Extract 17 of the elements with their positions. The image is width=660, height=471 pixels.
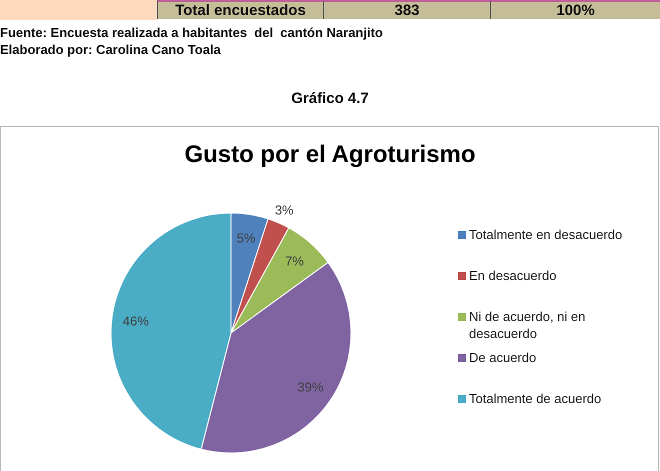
data-label: 7%	[285, 253, 304, 268]
text: Gráfico 4.7	[290, 90, 370, 107]
chart-title: Gusto por el Agroturismo	[183, 141, 477, 169]
legend-label: Ni de acuerdo, ni en desacuerdo	[469, 308, 586, 342]
text: 383	[323, 0, 490, 19]
legend-label: De acuerdo	[469, 349, 536, 366]
legend-label: Totalmente en desacuerdo	[469, 226, 622, 243]
data-label: 5%	[236, 230, 256, 246]
data-label: 46%	[122, 313, 150, 328]
legend-label: Totalmente de acuerdo	[469, 390, 602, 407]
text: 100%	[490, 0, 660, 19]
text: Total encuestados	[157, 0, 323, 19]
source-note: Fuente: Encuesta realizada a habitantes del cantón Naranjito	[0, 24, 383, 41]
text: Elaborado por: Carolina Cano Toala	[0, 41, 222, 58]
data-label: 39%	[297, 379, 324, 394]
data-label: 3%	[274, 202, 294, 218]
legend-label: En desacuerdo	[469, 267, 556, 284]
